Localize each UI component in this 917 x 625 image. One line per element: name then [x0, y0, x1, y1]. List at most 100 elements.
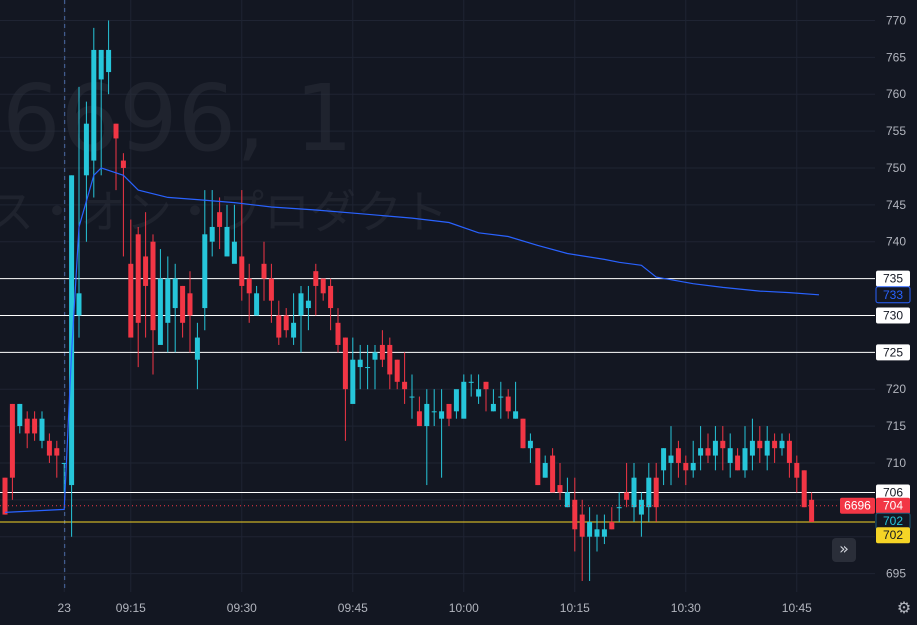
- price-line-tag-bg: [876, 484, 910, 501]
- candle-body: [24, 418, 30, 434]
- candle-body: [246, 278, 252, 294]
- candle-body: [231, 241, 237, 264]
- candle-body: [17, 403, 23, 427]
- candle-body: [609, 521, 615, 530]
- y-tick-label: 755: [886, 124, 906, 138]
- candle-body: [76, 293, 82, 316]
- candle-body: [320, 278, 326, 294]
- yellow-price-tag-bg: [876, 527, 910, 544]
- candle-body: [46, 440, 52, 456]
- candle-body: [194, 337, 200, 360]
- candle-body: [54, 448, 60, 456]
- candle-body: [727, 448, 733, 463]
- y-tick-label: 740: [886, 235, 906, 249]
- candle-body: [786, 440, 792, 463]
- candle-body: [298, 293, 304, 316]
- candle-body: [291, 322, 297, 338]
- y-tick-label: 715: [886, 419, 906, 433]
- candle-body: [439, 411, 445, 419]
- ma-value-tag-bg: [875, 286, 911, 304]
- candle-body: [779, 440, 785, 449]
- x-tick-label: 10:15: [560, 601, 590, 615]
- candle-body: [150, 241, 156, 331]
- candle-body: [276, 315, 282, 338]
- symbol-tag-bg: [840, 497, 875, 514]
- candle-body: [668, 455, 674, 463]
- candle-body: [416, 411, 422, 427]
- candle-body: [2, 477, 8, 515]
- price-line-tag: 735: [883, 272, 903, 286]
- candle-body: [698, 448, 704, 456]
- candle-body: [520, 418, 526, 449]
- candle-body: [9, 403, 15, 478]
- watermark-name: ス・オン・プロダクト: [0, 185, 448, 239]
- candle-body: [712, 440, 718, 456]
- x-tick-label: 10:00: [449, 601, 479, 615]
- candle-body: [83, 123, 89, 176]
- price-line-tag-bg: [876, 270, 910, 287]
- candle-body: [172, 278, 178, 309]
- candle-body: [557, 485, 563, 493]
- scroll-to-realtime-button[interactable]: »: [832, 538, 856, 562]
- candle-body: [387, 344, 393, 375]
- candle-body: [342, 337, 348, 390]
- candle-body: [513, 411, 519, 419]
- candle-body: [187, 293, 193, 316]
- candle-body: [505, 396, 511, 412]
- price-line-tag-bg: [876, 307, 910, 324]
- candle-body: [202, 234, 208, 309]
- last-price-tag: 704: [883, 499, 903, 513]
- candle-body: [394, 359, 400, 382]
- candle-body: [39, 418, 45, 441]
- x-axis[interactable]: 23 09:15 09:30 09:45 10:00 10:15 10:30 10:45: [58, 601, 813, 615]
- candle-body: [809, 499, 815, 522]
- candle-body: [261, 263, 267, 279]
- candles: [2, 20, 815, 581]
- candle-body: [675, 448, 681, 463]
- candle-body: [527, 440, 533, 449]
- candle-body: [357, 359, 363, 368]
- candle-body: [209, 226, 215, 242]
- candle-body: [631, 477, 637, 508]
- candle-body: [32, 418, 38, 434]
- settings-icon[interactable]: ⚙: [896, 598, 912, 617]
- candle-body: [490, 403, 496, 412]
- candle-body: [305, 300, 311, 309]
- price-line-tag: 706: [883, 485, 903, 499]
- candle-body: [91, 49, 97, 161]
- candle-body: [483, 381, 489, 390]
- candle-body: [453, 389, 459, 412]
- candle-body: [468, 381, 474, 383]
- y-tick-label: 770: [886, 13, 906, 27]
- x-tick-label: 10:45: [782, 601, 812, 615]
- candle-body: [498, 396, 504, 398]
- candle-body: [572, 499, 578, 530]
- candle-body: [653, 477, 659, 508]
- candle-body: [402, 381, 408, 390]
- candle-body: [594, 529, 600, 537]
- candle-body: [638, 499, 644, 515]
- candle-body: [476, 389, 482, 397]
- candle-body: [120, 160, 126, 168]
- candle-body: [705, 448, 711, 456]
- candle-body: [735, 455, 741, 471]
- candle-body: [542, 462, 548, 478]
- candle-body: [379, 344, 385, 360]
- candle-body: [180, 285, 186, 323]
- ma-value-tag: 733: [883, 288, 903, 302]
- candle-body: [424, 403, 430, 427]
- candle-body: [98, 49, 104, 80]
- candle-body: [328, 285, 334, 309]
- candle-body: [335, 322, 341, 345]
- candle-body: [254, 293, 260, 316]
- x-tick-label: 09:15: [116, 601, 146, 615]
- last-close-tag: 702: [883, 514, 903, 528]
- x-tick-label: 09:30: [227, 601, 257, 615]
- candle-body: [446, 403, 452, 419]
- candle-body: [431, 411, 437, 413]
- x-tick-label: 23: [58, 601, 72, 615]
- candle-body: [764, 440, 770, 456]
- x-tick-label: 10:30: [671, 601, 701, 615]
